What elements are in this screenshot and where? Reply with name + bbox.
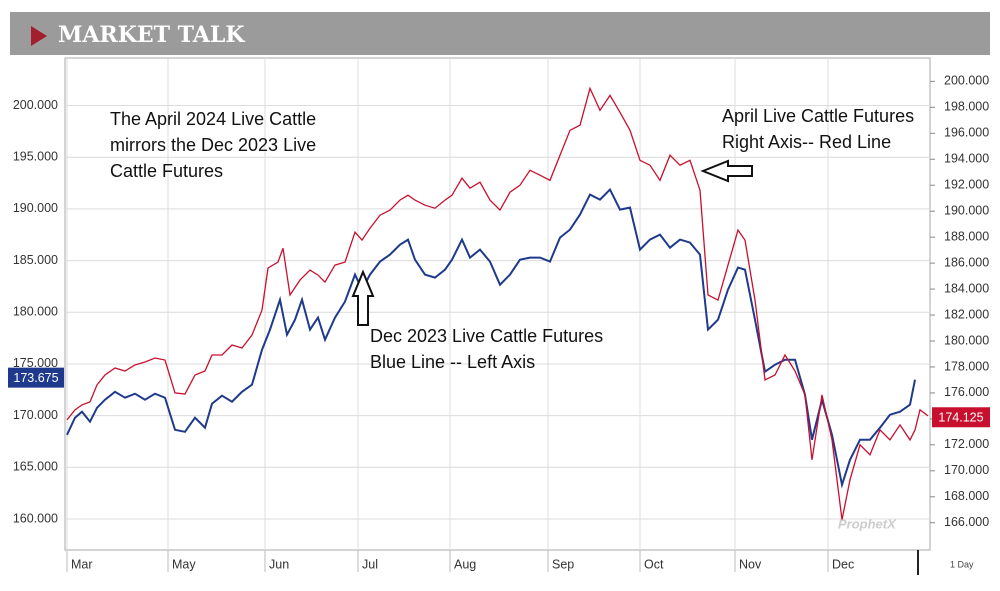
annotation: Cattle Futures [110, 161, 223, 181]
y2-tick-label: 188.000 [944, 229, 989, 243]
y2-tick-label: 178.000 [944, 359, 989, 373]
series-line [66, 187, 916, 489]
y2-tick-label: 194.000 [944, 152, 989, 166]
y2-tick-label: 170.000 [944, 463, 989, 477]
y2-tick-label: 182.000 [944, 307, 989, 321]
y2-tick-label: 184.000 [944, 281, 989, 295]
y-tick-label: 200.000 [13, 98, 58, 112]
interval-label: 1 Day [950, 559, 974, 569]
y2-tick-label: 200.000 [944, 74, 989, 88]
x-tick-label: Oct [644, 557, 664, 571]
y2-tick-label: 180.000 [944, 333, 989, 347]
header-icon [31, 26, 47, 46]
annotation: The April 2024 Live Cattle [110, 109, 316, 129]
x-tick-label: Jun [269, 557, 289, 571]
y2-tick-label: 192.000 [944, 178, 989, 192]
last-value-label: 173.675 [13, 371, 58, 385]
header-bar [10, 12, 990, 55]
annotation: mirrors the Dec 2023 Live [110, 135, 316, 155]
x-tick-label: May [172, 557, 196, 571]
last-value-label: 174.125 [938, 411, 983, 425]
y2-tick-label: 186.000 [944, 255, 989, 269]
annotation: April Live Cattle Futures [722, 106, 914, 126]
last-value-badge [932, 407, 990, 428]
watermark: ProphetX [838, 516, 897, 531]
annotation: Blue Line -- Left Axis [370, 352, 535, 372]
y-tick-label: 185.000 [13, 253, 58, 267]
y-tick-label: 175.000 [13, 356, 58, 370]
x-tick-label: Mar [71, 557, 93, 571]
y-tick-label: 160.000 [13, 511, 58, 525]
y-tick-label: 190.000 [13, 201, 58, 215]
annotation: Right Axis-- Red Line [722, 132, 891, 152]
y2-tick-label: 168.000 [944, 489, 989, 503]
y-tick-label: 170.000 [13, 408, 58, 422]
x-tick-label: Nov [739, 557, 762, 571]
y-tick-label: 195.000 [13, 150, 58, 164]
x-tick-label: Dec [832, 557, 854, 571]
y2-tick-label: 196.000 [944, 126, 989, 140]
header-title: MARKET TALK [58, 22, 245, 48]
last-value-badge [8, 367, 64, 388]
y2-tick-label: 166.000 [944, 515, 989, 529]
left-arrow [700, 159, 753, 183]
y2-tick-label: 190.000 [944, 203, 989, 217]
y2-tick-label: 176.000 [944, 385, 989, 399]
plot-area [64, 57, 931, 551]
annotation: Dec 2023 Live Cattle Futures [370, 326, 603, 346]
x-tick-label: Jul [362, 557, 378, 571]
y2-tick-label: 198.000 [944, 100, 989, 114]
series-line [66, 86, 929, 520]
y-tick-label: 165.000 [13, 460, 58, 474]
x-tick-label: Aug [454, 557, 476, 571]
up-arrow [351, 269, 375, 326]
x-tick-label: Sep [552, 557, 574, 571]
y2-tick-label: 172.000 [944, 437, 989, 451]
y-tick-label: 180.000 [13, 305, 58, 319]
